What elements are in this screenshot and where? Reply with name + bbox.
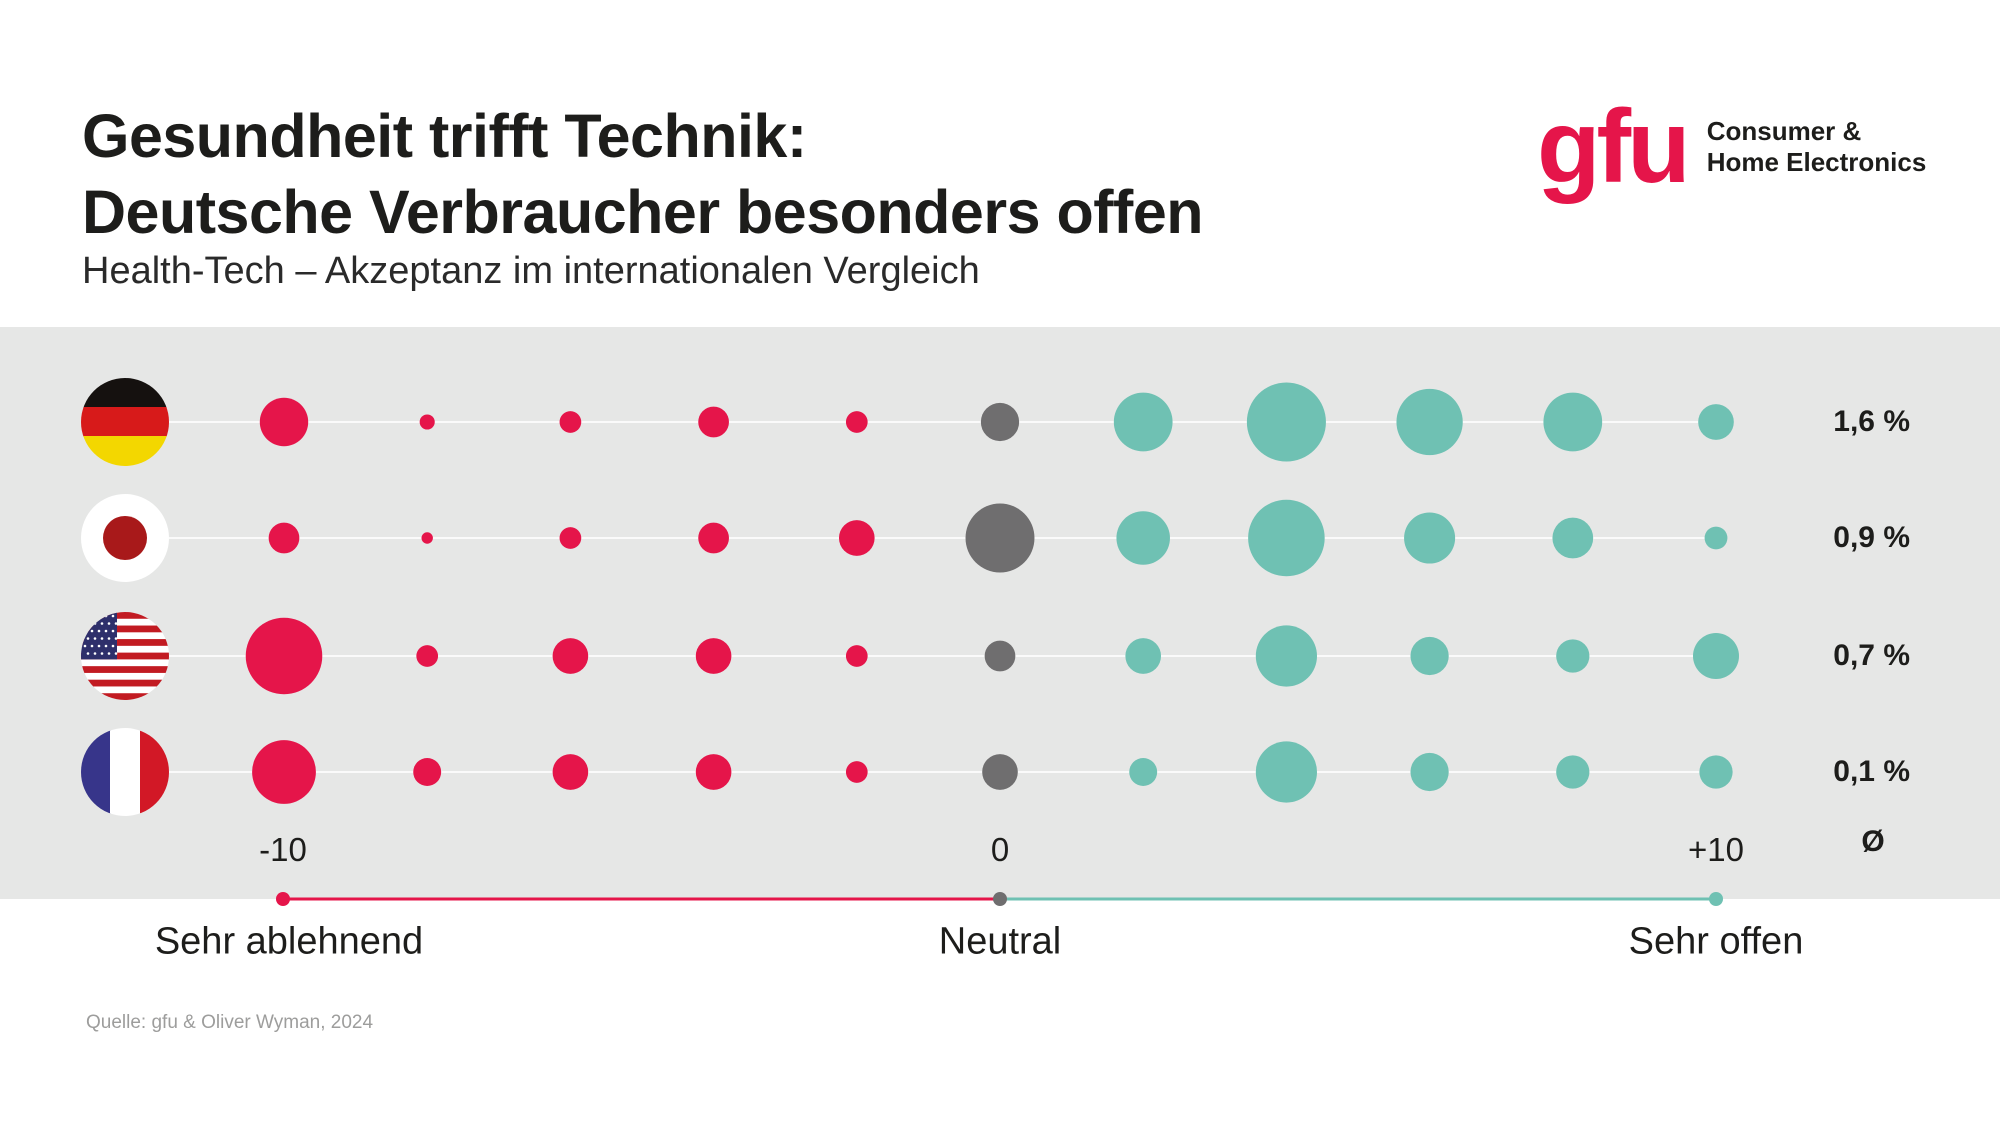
bubble-jp-6 bbox=[1404, 512, 1456, 564]
source-note: Quelle: gfu & Oliver Wyman, 2024 bbox=[86, 1012, 374, 1033]
average-label-fr: 0,1 % bbox=[1833, 755, 1910, 788]
average-label-jp: 0,9 % bbox=[1833, 521, 1910, 554]
bubble-de-2 bbox=[1113, 392, 1173, 452]
bubble-us-4 bbox=[1255, 625, 1317, 687]
logo-mark: gfu bbox=[1537, 89, 1691, 205]
bubble-fr--8 bbox=[413, 758, 442, 786]
tick-label-zero: 0 bbox=[990, 831, 1010, 868]
bubble-jp--6 bbox=[559, 527, 582, 549]
jp-flag-icon bbox=[81, 494, 169, 582]
bubble-de-6 bbox=[1396, 388, 1463, 456]
bubble-us--10 bbox=[245, 617, 323, 695]
bubble-de-0 bbox=[980, 402, 1020, 442]
page-title: Gesundheit trifft Technik: Deutsche Verb… bbox=[82, 98, 1204, 250]
scale-marker-left bbox=[276, 892, 290, 906]
bubble-fr--4 bbox=[695, 754, 732, 790]
bubble-de--8 bbox=[419, 414, 435, 430]
scale-marker-center bbox=[993, 892, 1007, 906]
scale-label-right: Sehr offen bbox=[1628, 920, 1804, 963]
bubble-de-10 bbox=[1698, 404, 1734, 440]
bubble-de--10 bbox=[259, 397, 309, 447]
bubble-fr--6 bbox=[552, 754, 589, 790]
scale-label-left: Sehr ablehnend bbox=[154, 920, 424, 963]
logo-text: Consumer & Home Electronics bbox=[1707, 116, 1927, 178]
bubble-fr-4 bbox=[1255, 741, 1317, 803]
bubble-jp--8 bbox=[421, 532, 433, 544]
bubble-jp--10 bbox=[268, 522, 300, 554]
bubble-de--6 bbox=[559, 411, 582, 433]
bubble-jp-10 bbox=[1704, 526, 1728, 550]
tick-label-max: +10 bbox=[1688, 831, 1744, 868]
bubble-fr-0 bbox=[982, 754, 1018, 790]
average-header: Ø bbox=[1861, 825, 1885, 858]
bubble-jp-8 bbox=[1552, 517, 1594, 559]
bubble-fr--2 bbox=[845, 761, 868, 783]
average-label-us: 0,7 % bbox=[1833, 639, 1910, 672]
de-flag-icon bbox=[81, 378, 169, 466]
bubble-us-10 bbox=[1692, 632, 1740, 680]
fr-flag-icon bbox=[81, 728, 169, 816]
bubble-jp-2 bbox=[1116, 511, 1170, 565]
bubble-us-2 bbox=[1125, 638, 1162, 674]
bubble-de--2 bbox=[845, 411, 868, 433]
bubble-fr-8 bbox=[1556, 755, 1590, 789]
bubble-fr-10 bbox=[1699, 755, 1733, 789]
subtitle: Health-Tech – Akzeptanz im international… bbox=[82, 250, 980, 292]
bubble-fr--10 bbox=[252, 740, 316, 804]
tick-label-min: -10 bbox=[259, 831, 307, 868]
gfu-logo: gfu Consumer & Home Electronics bbox=[1537, 89, 1927, 205]
average-label-de: 1,6 % bbox=[1833, 405, 1910, 438]
bubble-us--6 bbox=[552, 638, 589, 674]
bubble-us-0 bbox=[984, 640, 1016, 672]
bubble-us--4 bbox=[695, 638, 732, 674]
bubble-de-8 bbox=[1543, 392, 1603, 452]
bubble-us-8 bbox=[1556, 639, 1590, 673]
us-flag-icon bbox=[81, 612, 169, 700]
scale-label-center: Neutral bbox=[938, 920, 1062, 963]
bubble-us-6 bbox=[1410, 636, 1449, 676]
bubble-fr-6 bbox=[1410, 752, 1449, 792]
bubble-de-4 bbox=[1246, 382, 1326, 462]
bubble-jp--4 bbox=[698, 522, 729, 554]
bubble-us--2 bbox=[845, 645, 868, 667]
bubble-fr-2 bbox=[1129, 758, 1158, 786]
title-line-2: Deutsche Verbraucher besonders offen bbox=[82, 178, 1204, 246]
bubble-de--4 bbox=[698, 406, 729, 438]
bubble-jp-0 bbox=[965, 503, 1035, 573]
scale-marker-right bbox=[1709, 892, 1723, 906]
logo-line-1: Consumer & bbox=[1706, 116, 1862, 146]
title-line-1: Gesundheit trifft Technik: bbox=[82, 102, 807, 170]
bubble-jp-4 bbox=[1248, 499, 1325, 577]
logo-line-2: Home Electronics bbox=[1706, 147, 1927, 177]
bubble-jp--2 bbox=[838, 520, 875, 556]
bubble-us--8 bbox=[416, 645, 439, 667]
